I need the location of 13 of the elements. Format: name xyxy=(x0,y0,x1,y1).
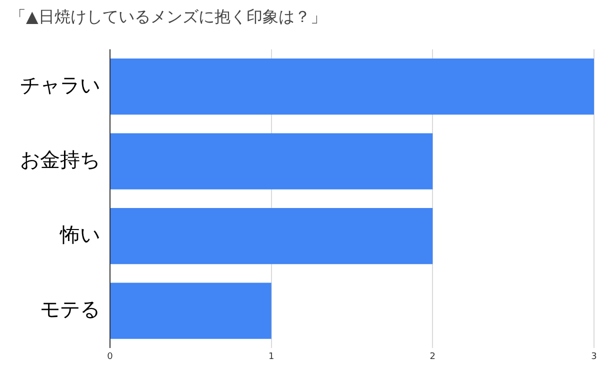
bar xyxy=(110,58,594,115)
y-tick-label: モテる xyxy=(40,297,100,322)
bar xyxy=(110,133,433,190)
y-tick-label: チャラい xyxy=(20,72,100,97)
x-tick-label: 1 xyxy=(268,352,274,362)
bar xyxy=(110,282,272,339)
chart-title: 「▲日焼けしているメンズに抱く印象は？」 xyxy=(10,6,326,26)
x-tick-label: 3 xyxy=(591,352,597,362)
y-tick-label: 怖い xyxy=(59,222,100,246)
bar xyxy=(110,208,433,264)
y-tick-label: お金持ち xyxy=(20,148,100,172)
x-tick-label: 0 xyxy=(107,352,114,362)
x-tick-label: 2 xyxy=(430,352,436,362)
